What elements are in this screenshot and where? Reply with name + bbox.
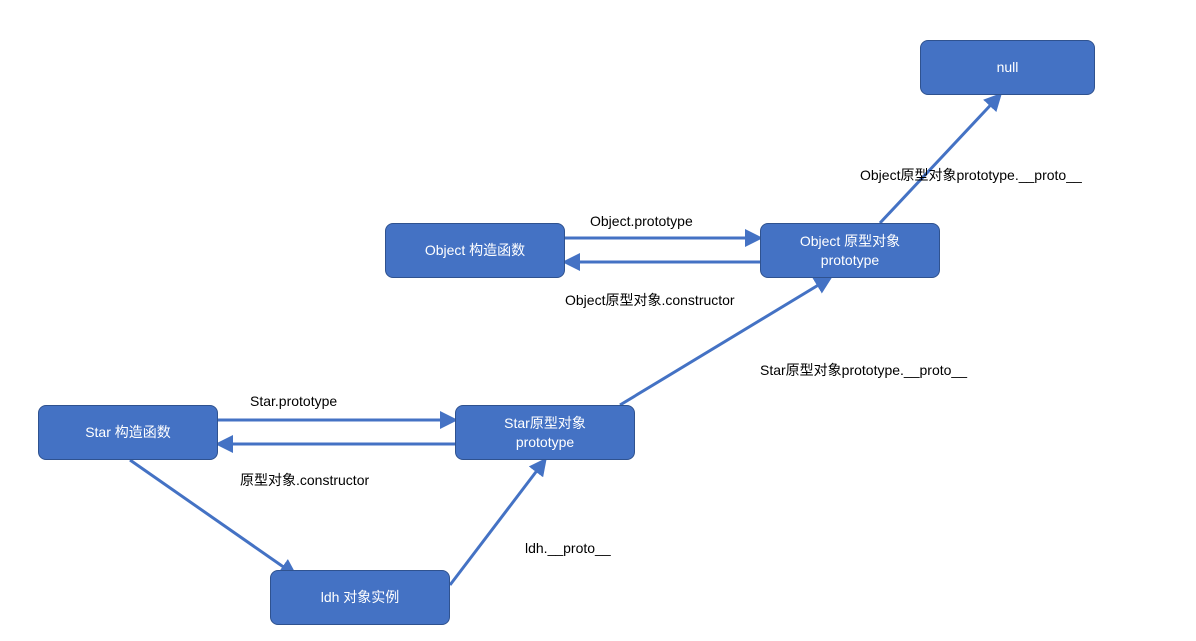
edge-label-obj-proto-to-obj-ctor: Object原型对象.constructor — [565, 290, 735, 310]
node-ldh: ldh 对象实例 — [270, 570, 450, 625]
edge-label-star-ctor-to-star-proto: Star.prototype — [250, 393, 337, 409]
edge-label-star-proto-to-obj-proto: Star原型对象prototype.__proto__ — [760, 360, 967, 380]
edge-label-ldh-to-star-proto: ldh.__proto__ — [525, 540, 611, 556]
node-obj-proto: Object 原型对象 prototype — [760, 223, 940, 278]
node-star-proto: Star原型对象 prototype — [455, 405, 635, 460]
edge-label-obj-ctor-to-obj-proto: Object.prototype — [590, 213, 693, 229]
edge-ldh-to-star-proto — [450, 460, 545, 585]
node-obj-ctor: Object 构造函数 — [385, 223, 565, 278]
edge-obj-proto-to-null — [880, 95, 1000, 223]
edge-label-obj-proto-to-null: Object原型对象prototype.__proto__ — [860, 165, 1082, 185]
node-null: null — [920, 40, 1095, 95]
node-star-ctor: Star 构造函数 — [38, 405, 218, 460]
edge-label-star-proto-to-star-ctor: 原型对象.constructor — [240, 470, 369, 490]
